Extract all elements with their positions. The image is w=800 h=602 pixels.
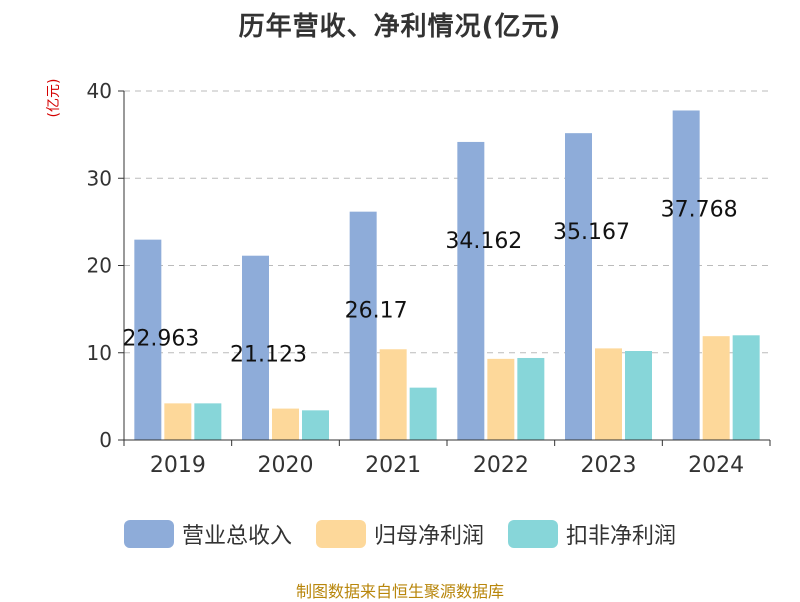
bar-revenue [242, 255, 269, 440]
y-tick-label: 0 [99, 428, 112, 452]
grid-lines [124, 90, 770, 354]
legend: 营业总收入 归母净利润 扣非净利润 [0, 518, 800, 550]
legend-swatch-deducted-net-profit [508, 520, 558, 548]
y-tick-label: 30 [87, 166, 112, 190]
legend-label-parent-net-profit: 归母净利润 [373, 524, 484, 549]
revenue-data-label: 22.963 [122, 327, 199, 352]
x-tick-label: 2019 [150, 453, 206, 478]
bar-parent-net-profit [379, 349, 407, 440]
bar-parent-net-profit [702, 336, 730, 440]
legend-item-parent-net-profit[interactable]: 归母净利润 [315, 518, 484, 550]
bar-revenue [565, 133, 592, 441]
legend-swatch-parent-net-profit [315, 520, 366, 548]
legend-label-revenue: 营业总收入 [181, 524, 292, 549]
x-tick-label: 2020 [258, 453, 314, 478]
x-tick-label: 2021 [365, 453, 421, 478]
bar-parent-net-profit [164, 403, 192, 440]
bars [134, 110, 760, 441]
legend-item-deducted-net-profit[interactable]: 扣非净利润 [508, 518, 676, 550]
revenue-data-label: 37.768 [661, 197, 738, 222]
y-tick-label: 40 [87, 79, 112, 103]
bar-deducted-net-profit [409, 387, 437, 440]
bar-revenue [349, 211, 377, 440]
axes: 0 10 20 30 40 2019 2020 2021 2022 2023 2024 [87, 79, 771, 478]
bar-deducted-net-profit [194, 403, 222, 440]
bar-deducted-net-profit [517, 357, 545, 440]
bar-parent-net-profit [272, 408, 299, 440]
bar-deducted-net-profit [625, 351, 652, 440]
revenue-data-label: 26.17 [345, 299, 408, 324]
legend-label-deducted-net-profit: 扣非净利润 [566, 524, 677, 549]
bar-deducted-net-profit [302, 410, 329, 440]
bar-deducted-net-profit [732, 335, 760, 440]
data-source-note: 制图数据来自恒生聚源数据库 [295, 582, 504, 601]
x-tick-label: 2024 [688, 453, 744, 478]
y-tick-label: 10 [87, 341, 112, 365]
legend-swatch-revenue [123, 520, 174, 548]
x-tick-label: 2023 [581, 453, 637, 478]
revenue-data-label: 35.167 [553, 220, 630, 245]
bar-revenue [134, 239, 162, 440]
revenue-data-label: 21.123 [230, 343, 307, 368]
bar-revenue [672, 110, 700, 441]
x-tick-label: 2022 [473, 453, 529, 478]
bar-revenue [457, 141, 485, 440]
y-tick-label: 20 [87, 254, 112, 278]
data-labels: 22.963 21.123 26.17 34.162 35.167 37.768 [122, 197, 737, 367]
bar-parent-net-profit [487, 358, 515, 440]
bar-parent-net-profit [595, 348, 622, 440]
chart-title: 历年营收、净利情况(亿元) [238, 12, 562, 42]
legend-item-revenue[interactable]: 营业总收入 [123, 518, 292, 550]
revenue-data-label: 34.162 [445, 229, 522, 254]
